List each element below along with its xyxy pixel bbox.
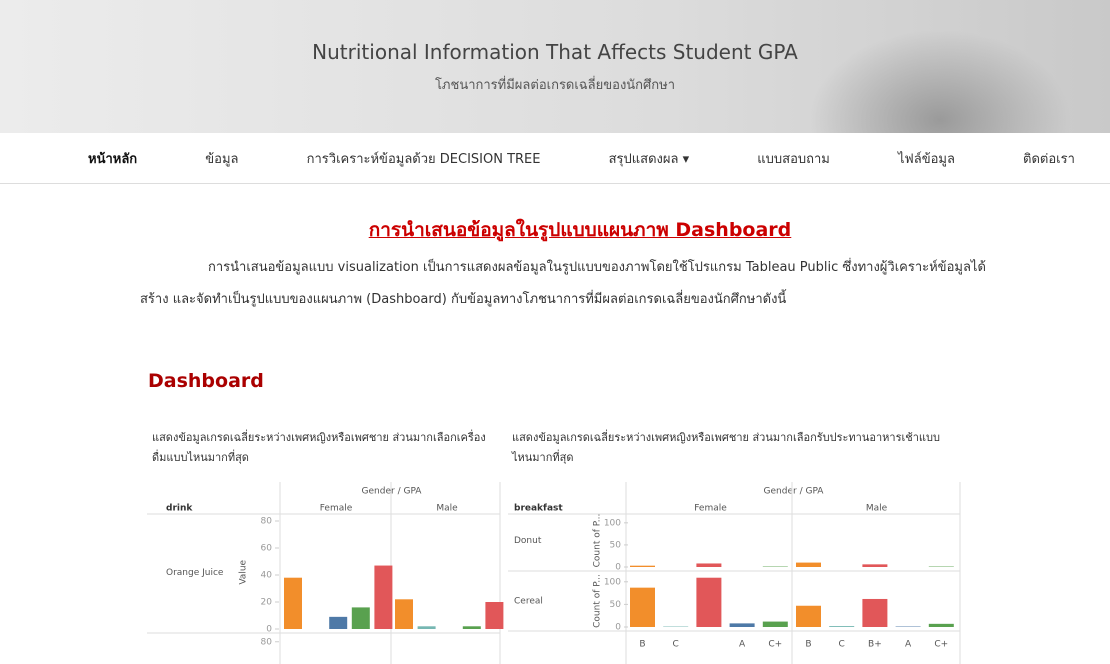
x-tick-label: A — [905, 640, 912, 650]
axis-label: Value — [239, 559, 249, 584]
x-tick-label: B — [805, 640, 811, 650]
bar — [395, 599, 413, 629]
bar — [630, 566, 655, 567]
column-label: Male — [866, 504, 888, 514]
bar — [929, 624, 954, 627]
y-tick-label: 50 — [610, 540, 622, 550]
y-tick-label: 100 — [604, 518, 621, 528]
column-header: Gender / GPA — [764, 487, 825, 497]
bar — [696, 563, 721, 567]
column-label: Female — [320, 504, 353, 514]
x-tick-label: B+ — [868, 640, 882, 650]
y-tick-label: 60 — [261, 544, 273, 554]
y-tick-label: 50 — [610, 600, 622, 610]
bar — [630, 588, 655, 627]
y-tick-label: 0 — [615, 563, 621, 573]
y-tick-label: 80 — [261, 517, 273, 527]
axis-label: Count of P... — [593, 514, 603, 568]
column-header: Gender / GPA — [362, 487, 423, 497]
y-tick-label: 80 — [261, 637, 273, 647]
bar — [862, 564, 887, 567]
dashboards: Gender / GPA drink Female Male Orange Juice V… — [0, 0, 1110, 664]
bar — [418, 626, 436, 629]
bar — [329, 617, 347, 629]
x-tick-label: C — [839, 640, 845, 650]
x-tick-label: C+ — [934, 640, 948, 650]
bar — [796, 606, 821, 627]
x-tick-label: C — [673, 640, 679, 650]
page: Nutritional Information That Affects Stu… — [0, 0, 1110, 664]
bar — [284, 578, 302, 629]
row-label: Orange Juice — [166, 568, 224, 578]
x-tick-label: A — [739, 640, 746, 650]
row-label: Cereal — [514, 597, 543, 607]
y-tick-label: 100 — [604, 577, 621, 587]
y-tick-label: 0 — [266, 625, 272, 635]
bar — [374, 566, 392, 629]
bar — [696, 578, 721, 627]
row-field: breakfast — [514, 504, 563, 514]
bar — [763, 622, 788, 627]
bar — [463, 626, 481, 629]
bar — [352, 607, 370, 629]
column-label: Female — [694, 504, 727, 514]
bar — [862, 599, 887, 627]
axis-label: Count of P... — [593, 574, 603, 628]
bar — [485, 602, 503, 629]
y-tick-label: 0 — [615, 623, 621, 633]
bar — [730, 623, 755, 627]
y-tick-label: 40 — [261, 571, 273, 581]
x-tick-label: B — [639, 640, 645, 650]
x-tick-label: C+ — [768, 640, 782, 650]
bar — [796, 563, 821, 567]
y-tick-label: 20 — [261, 598, 273, 608]
column-label: Male — [436, 504, 458, 514]
row-field: drink — [166, 504, 193, 514]
row-label: Donut — [514, 536, 542, 546]
bar — [829, 626, 854, 627]
